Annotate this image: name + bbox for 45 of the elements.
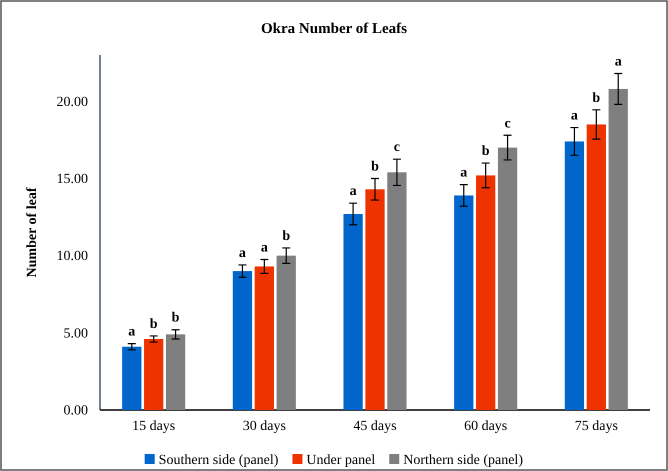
y-tick-label: 10.00	[56, 249, 88, 264]
bar	[387, 172, 407, 410]
data-label: b	[150, 316, 158, 332]
x-tick-label: 75 days	[574, 418, 618, 434]
y-axis-title: Number of leaf	[25, 187, 40, 278]
bar	[608, 88, 628, 410]
legend-label: Southern side (panel)	[158, 453, 279, 468]
bar	[498, 148, 518, 410]
bar	[166, 334, 186, 410]
data-label: a	[460, 166, 468, 181]
bar	[343, 214, 363, 410]
data-label: a	[570, 108, 578, 124]
data-label: b	[371, 159, 380, 174]
bar	[365, 189, 385, 410]
chart-title: Okra Number of Leafs	[261, 21, 408, 37]
y-tick-label: 5.00	[64, 326, 88, 342]
x-tick-label: 15 days	[132, 418, 176, 434]
y-tick-label: 0.00	[64, 403, 88, 418]
data-label: b	[592, 90, 600, 106]
data-label: a	[128, 324, 136, 340]
bar	[564, 141, 584, 410]
x-tick-label: 45 days	[353, 418, 397, 434]
bar	[122, 346, 142, 410]
y-tick-label: 20.00	[56, 94, 88, 110]
data-label: b	[282, 228, 290, 244]
bar	[276, 256, 296, 410]
data-label: a	[614, 54, 622, 70]
bar	[232, 271, 252, 410]
bar	[586, 124, 606, 410]
data-label: a	[238, 246, 246, 261]
data-label: c	[394, 140, 400, 156]
bar	[476, 175, 496, 410]
bar	[144, 339, 164, 410]
bar	[254, 266, 274, 410]
data-label: b	[172, 310, 180, 326]
legend-label: Under panel	[306, 453, 376, 468]
data-label: c	[504, 116, 511, 132]
bar	[454, 195, 474, 410]
x-tick-label: 30 days	[242, 418, 286, 434]
y-tick-label: 15.00	[56, 172, 88, 187]
data-label: a	[350, 184, 357, 200]
data-label: b	[482, 144, 490, 160]
x-tick-label: 60 days	[464, 418, 508, 434]
data-label: a	[260, 240, 268, 256]
legend-label: Northern side (panel)	[403, 453, 524, 468]
